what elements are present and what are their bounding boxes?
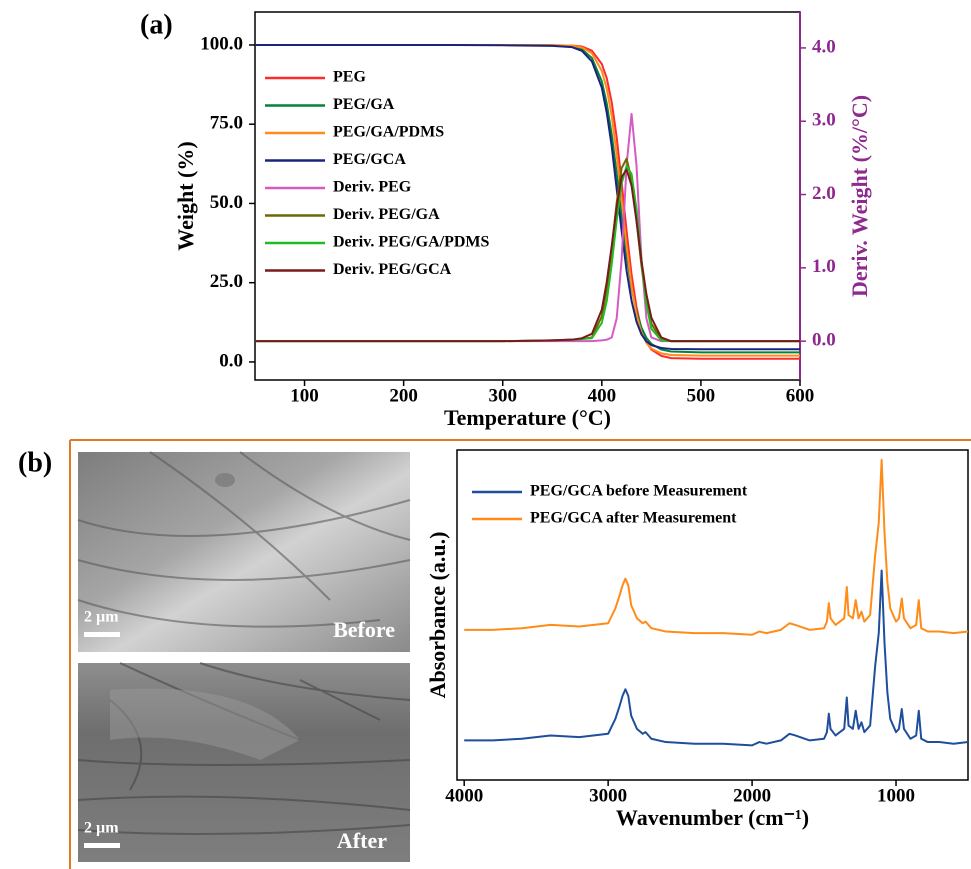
figure: 2 µm Before 2 µm After (a) 100 200 300 400 50… — [0, 0, 971, 869]
legend-label: Deriv. PEG/GA — [333, 206, 440, 223]
y2-tick-label: 0.0 — [812, 330, 836, 351]
series-line — [255, 114, 800, 341]
y-tick-label: 100.0 — [200, 33, 243, 54]
y2-tick-label: 3.0 — [812, 110, 836, 131]
y2-tick-label: 2.0 — [812, 183, 836, 204]
sem-image-after: 2 µm After — [78, 663, 410, 862]
series-line — [464, 570, 968, 745]
panel-label: (b) — [18, 447, 52, 478]
legend-label: PEG/GCA — [333, 151, 406, 168]
y2-tick-label: 1.0 — [812, 256, 836, 277]
legend-label: Deriv. PEG — [333, 179, 412, 196]
x-tick-label: 400 — [588, 385, 617, 406]
legend-label: PEG/GA — [333, 96, 395, 113]
x-axis-title: Wavenumber (cm⁻¹) — [616, 805, 809, 830]
series-line — [255, 45, 800, 352]
x-tick-label: 100 — [290, 385, 319, 406]
x-axis-title: Temperature (°C) — [444, 405, 611, 430]
x-tick-label: 200 — [389, 385, 418, 406]
y-tick-label: 75.0 — [210, 113, 243, 134]
x-tick-label: 300 — [488, 385, 517, 406]
legend-label: PEG/GCA after Measurement — [530, 510, 737, 527]
x-tick-label: 1000 — [877, 785, 915, 806]
image-label: Before — [333, 617, 395, 642]
series-line — [255, 45, 800, 349]
legend-label: PEG — [333, 69, 366, 86]
sem-image-before: 2 µm Before — [78, 452, 410, 652]
image-label: After — [337, 828, 387, 853]
legend-label: PEG/GA/PDMS — [333, 124, 444, 141]
legend-label: Deriv. PEG/GCA — [333, 261, 452, 278]
x-tick-label: 500 — [687, 385, 716, 406]
y-tick-label: 0.0 — [219, 350, 243, 371]
y2-tick-label: 4.0 — [812, 36, 836, 57]
panel-label: (a) — [140, 9, 173, 40]
scale-bar-label: 2 µm — [84, 609, 119, 626]
series-line — [255, 45, 800, 359]
x-tick-label: 600 — [786, 385, 815, 406]
y2-axis-title: Deriv. Weight (%/°C) — [847, 95, 872, 297]
plot-frame — [255, 12, 800, 380]
series-line — [255, 45, 800, 356]
legend-label: Deriv. PEG/GA/PDMS — [333, 234, 490, 251]
legend-label: PEG/GCA before Measurement — [530, 483, 748, 500]
y-axis-title: Weight (%) — [173, 141, 198, 250]
x-tick-label: 4000 — [445, 785, 483, 806]
x-tick-label: 3000 — [589, 785, 627, 806]
y-tick-label: 50.0 — [210, 192, 243, 213]
x-tick-label: 2000 — [733, 785, 771, 806]
y-tick-label: 25.0 — [210, 271, 243, 292]
scale-bar-label: 2 µm — [84, 820, 119, 837]
y-axis-title: Absorbance (a.u.) — [425, 532, 450, 699]
